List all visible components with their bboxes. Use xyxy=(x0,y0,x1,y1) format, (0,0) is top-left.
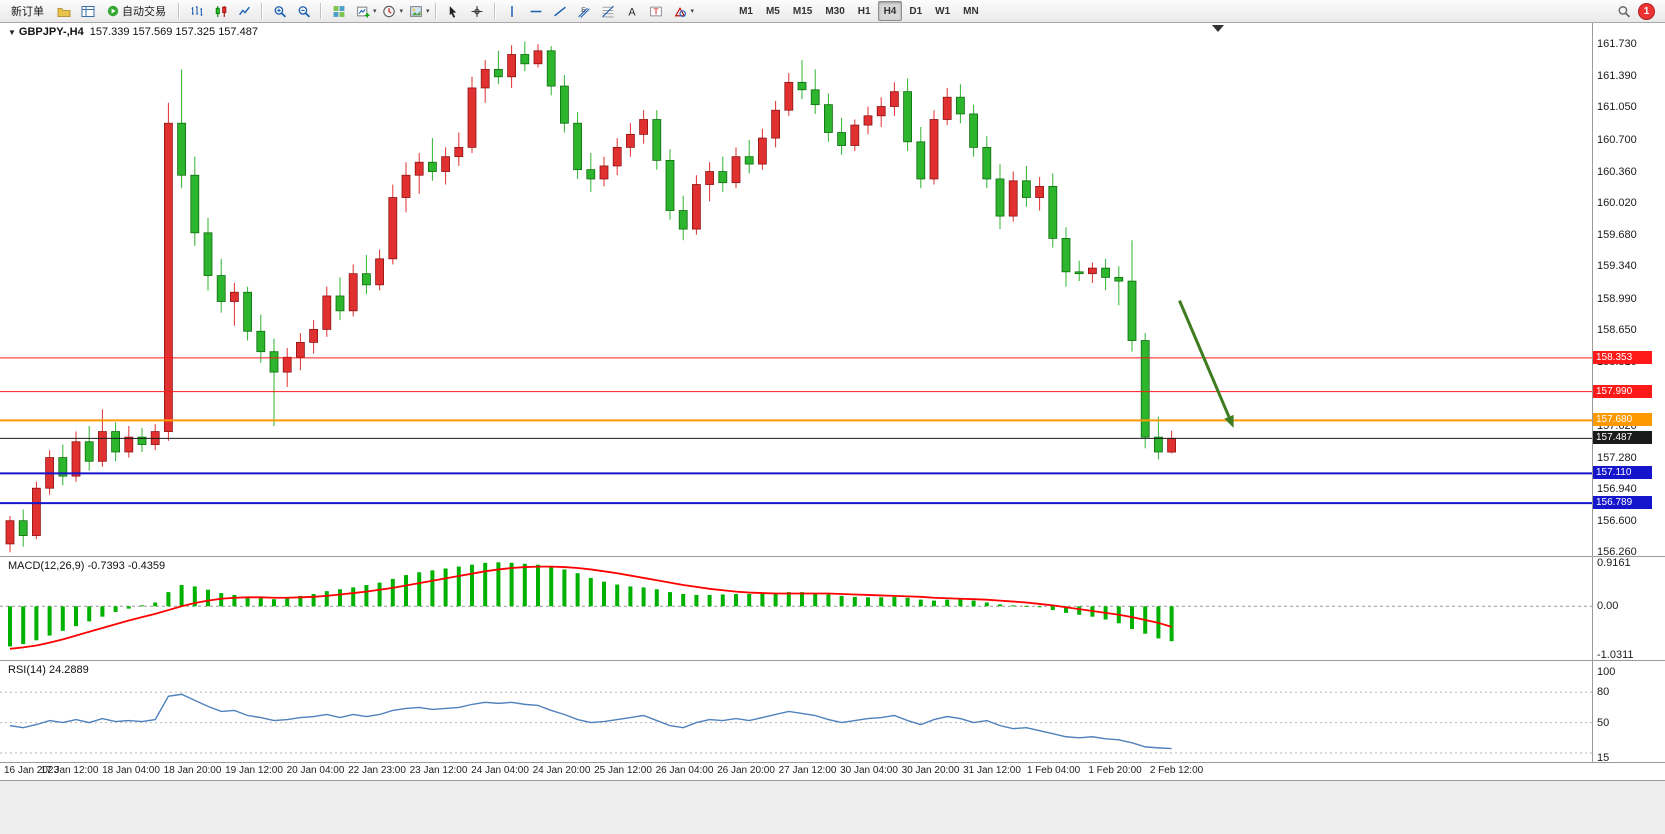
symbol-text: GBPJPY-,H4 xyxy=(18,26,84,38)
shapes-caret-icon[interactable]: ▾ xyxy=(690,8,695,15)
period-caret-icon[interactable]: ▾ xyxy=(399,8,404,15)
rsi-line xyxy=(9,693,1172,750)
new-order-button[interactable]: 新订单 xyxy=(4,2,51,20)
timeframe-mn-button[interactable]: MN xyxy=(963,5,979,17)
line-chart-icon[interactable] xyxy=(233,1,256,21)
timeframe-m5-button[interactable]: M5 xyxy=(765,5,780,17)
timeframe-m1-button[interactable]: M1 xyxy=(739,5,753,17)
candlestick-icon[interactable] xyxy=(209,1,232,21)
text-tool-icon[interactable]: A xyxy=(621,1,644,21)
trend-arrow-head-icon xyxy=(1224,414,1234,428)
svg-text:T: T xyxy=(653,6,659,16)
crosshair-icon[interactable] xyxy=(466,1,489,21)
zoom-out-icon[interactable] xyxy=(292,1,315,21)
equidistant-channel-icon[interactable]: E xyxy=(573,1,596,21)
search-icon[interactable] xyxy=(1612,1,1635,21)
macd-indicator-label: MACD(12,26,9) -0.7393 -0.4359 xyxy=(8,560,165,572)
toolbar-separator xyxy=(261,3,263,19)
tile-windows-icon[interactable] xyxy=(327,1,350,21)
template-icon[interactable] xyxy=(404,1,427,21)
vertical-line-icon[interactable] xyxy=(501,1,524,21)
toolbar-separator xyxy=(320,3,322,19)
chart-symbol-label: ▼ GBPJPY-,H4 157.339 157.569 157.325 157.4… xyxy=(8,26,258,38)
fibonacci-icon[interactable] xyxy=(597,1,620,21)
period-icon[interactable] xyxy=(378,1,401,21)
svg-text:A: A xyxy=(628,6,636,18)
bar-chart-icon[interactable] xyxy=(185,1,208,21)
autotrade-button[interactable]: 自动交易 xyxy=(100,2,173,20)
shapes-icon[interactable] xyxy=(669,1,692,21)
rsi-name: RSI(14) xyxy=(8,664,46,676)
candlestick-series xyxy=(5,41,1176,553)
timeframe-m30-button[interactable]: M30 xyxy=(825,5,845,17)
rsi-indicator-label: RSI(14) 24.2889 xyxy=(8,664,89,676)
label-tool-icon[interactable]: T xyxy=(645,1,668,21)
chart-background xyxy=(0,22,1665,834)
rsi-value: 24.2889 xyxy=(48,664,89,676)
trend-arrow[interactable] xyxy=(1178,300,1231,418)
autotrade-play-icon xyxy=(107,5,119,18)
template-caret-icon[interactable]: ▾ xyxy=(426,8,430,15)
main-toolbar: 新订单 自动交易 ▾ ▾ ▾ E A T ▾ M1 M5 M15 M30 H1 H4 D1 W… xyxy=(0,0,1665,23)
timeframe-m15-button[interactable]: M15 xyxy=(792,5,813,17)
macd-signal-line xyxy=(9,565,1172,650)
toolbar-separator xyxy=(434,3,437,19)
macd-name: MACD(12,26,9) xyxy=(8,560,85,572)
new-chart-icon[interactable] xyxy=(351,1,374,21)
timeframe-d1-button[interactable]: D1 xyxy=(909,5,923,17)
timeframe-w1-button[interactable]: W1 xyxy=(935,5,951,17)
trendline-icon[interactable] xyxy=(549,1,572,21)
zoom-in-icon[interactable] xyxy=(268,1,291,21)
autotrade-label: 自动交易 xyxy=(122,6,166,18)
window-bottom-filler xyxy=(0,781,1665,834)
timeframe-h4-button[interactable]: H4 xyxy=(877,1,903,21)
toolbar-separator xyxy=(178,3,180,19)
ohlc-values: 157.339 157.569 157.325 157.487 xyxy=(89,26,258,38)
cursor-icon[interactable] xyxy=(442,1,465,21)
new-chart-caret-icon[interactable]: ▾ xyxy=(373,8,377,15)
toolbar-separator xyxy=(493,3,496,19)
macd-values: -0.7393 -0.4359 xyxy=(87,560,166,572)
timeframe-h1-button[interactable]: H1 xyxy=(857,5,871,17)
chart-shift-marker-icon[interactable] xyxy=(1212,25,1224,32)
notification-badge[interactable]: 1 xyxy=(1638,2,1655,20)
horizontal-line-icon[interactable] xyxy=(525,1,548,21)
svg-text:E: E xyxy=(581,7,586,14)
market-watch-icon[interactable] xyxy=(76,1,99,21)
timeframe-toolbar: M1 M5 M15 M30 H1 H4 D1 W1 MN xyxy=(733,1,985,21)
profiles-icon[interactable] xyxy=(52,1,75,21)
collapse-triangle-icon[interactable]: ▼ xyxy=(8,28,16,37)
